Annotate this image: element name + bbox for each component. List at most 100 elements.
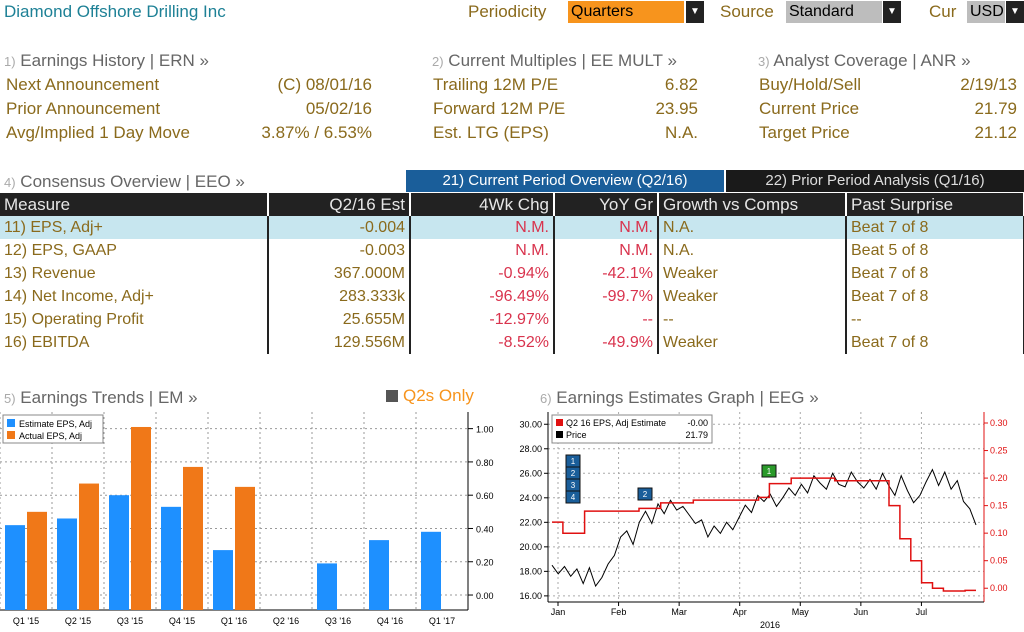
currency-dropdown-icon[interactable]: ▼: [1006, 1, 1024, 23]
current-price-value: 21.79: [974, 99, 1017, 118]
avg-implied-move-value: 3.87% / 6.53%: [261, 123, 372, 142]
event-marker-label: 1: [767, 467, 772, 476]
bar-estimate: [57, 518, 77, 610]
legend-swatch: [7, 431, 15, 439]
earnings-trends-header[interactable]: 5) Earnings Trends | EM »: [4, 388, 198, 408]
cell-4wk-change: N.M.: [410, 216, 555, 239]
y-tick-label-left: 26.00: [519, 468, 542, 478]
legend-label-estimate: Q2 16 EPS, Adj Estimate: [566, 418, 666, 428]
y-tick-label-left: 20.00: [519, 542, 542, 552]
y-tick-label-right: 0.10: [990, 528, 1008, 538]
x-tick-label: Jun: [854, 607, 869, 617]
section-number: 3): [758, 54, 770, 69]
consensus-table: Measure Q2/16 Est 4Wk Chg YoY Gr Growth …: [0, 193, 1024, 354]
bar-estimate: [421, 531, 441, 610]
x-tick-label: Q1 '17: [429, 616, 455, 626]
tab-current-period[interactable]: 21) Current Period Overview (Q2/16): [406, 170, 724, 192]
y-tick-label-left: 18.00: [519, 566, 542, 576]
cell-yoy-growth: -42.1%: [554, 262, 659, 285]
section-title: Analyst Coverage | ANR »: [773, 51, 971, 70]
column-header-measure[interactable]: Measure: [0, 193, 269, 216]
legend-value-estimate: -0.00: [687, 418, 708, 428]
cell-4wk-change: -0.94%: [410, 262, 555, 285]
cell-past-surprise: --: [846, 308, 1024, 331]
y-tick-label-right: 0.20: [990, 473, 1008, 483]
legend-value-price: 21.79: [685, 430, 708, 440]
y-tick-label-right: 0.15: [990, 501, 1008, 511]
y-tick-label: 0.00: [476, 591, 494, 601]
cell-estimate: 367.000M: [268, 262, 411, 285]
cell-4wk-change: N.M.: [410, 239, 555, 262]
q2s-only-checkbox[interactable]: [386, 390, 398, 402]
cell-yoy-growth: N.M.: [554, 239, 659, 262]
bar-estimate: [317, 563, 337, 610]
cell-measure: 13) Revenue: [0, 262, 269, 285]
bar-estimate: [161, 506, 181, 610]
cell-estimate: -0.003: [268, 239, 411, 262]
column-header-past-surprise[interactable]: Past Surprise: [846, 193, 1024, 216]
table-row[interactable]: 14) Net Income, Adj+ 283.333k -96.49% -99.7…: [0, 285, 1024, 308]
column-header-estimate[interactable]: Q2/16 Est: [268, 193, 411, 216]
x-tick-label: Q2 '15: [65, 616, 91, 626]
current-multiples-header[interactable]: 2) Current Multiples | EE MULT »: [432, 51, 677, 71]
table-row[interactable]: 16) EBITDA 129.556M -8.52% -49.9% Weaker Beat…: [0, 331, 1024, 354]
forward-pe-label: Forward 12M P/E: [433, 99, 566, 118]
table-row[interactable]: 11) EPS, Adj+ -0.004 N.M. N.M. N.A. Beat 7 of…: [0, 216, 1024, 239]
consensus-overview-header[interactable]: 4) Consensus Overview | EEO »: [4, 172, 245, 192]
legend-swatch-price: [556, 431, 563, 438]
analyst-coverage-header[interactable]: 3) Analyst Coverage | ANR »: [758, 51, 971, 71]
bar-estimate: [213, 550, 233, 610]
y-tick-label: 0.40: [476, 524, 494, 534]
plot-area: [548, 412, 984, 602]
event-marker-label: 2: [643, 490, 648, 499]
legend-label-price: Price: [566, 430, 587, 440]
event-marker-label: 2: [571, 469, 576, 478]
legend-box: [551, 414, 713, 444]
x-tick-label: Q1 '15: [13, 616, 39, 626]
periodicity-dropdown-icon[interactable]: ▼: [686, 1, 704, 23]
x-tick-label: Apr: [733, 607, 747, 617]
tab-prior-period[interactable]: 22) Prior Period Analysis (Q1/16): [726, 170, 1024, 192]
section-title: Consensus Overview | EEO »: [20, 172, 245, 191]
cell-estimate: -0.004: [268, 216, 411, 239]
q2s-only-label[interactable]: Q2s Only: [403, 386, 474, 405]
x-tick-label: Q1 '16: [221, 616, 247, 626]
column-header-4wk-change[interactable]: 4Wk Chg: [410, 193, 555, 216]
y-tick-label-right: 0.25: [990, 446, 1008, 456]
currency-label: Cur: [929, 2, 957, 21]
y-tick-label-left: 24.00: [519, 493, 542, 503]
prior-announcement-value: 05/02/16: [305, 99, 372, 118]
cell-growth-vs-comps: --: [658, 308, 847, 331]
x-tick-label: Q2 '16: [273, 616, 299, 626]
legend-swatch-estimate: [556, 419, 563, 426]
cell-measure: 12) EPS, GAAP: [0, 239, 269, 262]
y-tick-label: 1.00: [476, 425, 494, 435]
table-header-row: Measure Q2/16 Est 4Wk Chg YoY Gr Growth …: [0, 193, 1024, 216]
x-tick-label: Q4 '16: [377, 616, 403, 626]
earnings-history-header[interactable]: 1) Earnings History | ERN »: [4, 51, 209, 71]
periodicity-select[interactable]: Quarters: [568, 1, 684, 23]
price-line: [551, 468, 977, 588]
column-header-growth-vs-comps[interactable]: Growth vs Comps: [658, 193, 847, 216]
cell-yoy-growth: --: [554, 308, 659, 331]
source-select[interactable]: Standard: [786, 1, 882, 23]
earnings-estimates-graph-header[interactable]: 6) Earnings Estimates Graph | EEG »: [540, 388, 819, 408]
cell-growth-vs-comps: N.A.: [658, 216, 847, 239]
source-dropdown-icon[interactable]: ▼: [883, 1, 901, 23]
section-title: Earnings History | ERN »: [20, 51, 209, 70]
event-marker: [637, 487, 653, 501]
event-marker-label: 1: [571, 457, 576, 466]
section-number: 6): [540, 391, 552, 406]
bar-estimate: [5, 525, 25, 610]
cell-measure: 14) Net Income, Adj+: [0, 285, 269, 308]
column-header-yoy-growth[interactable]: YoY Gr: [554, 193, 659, 216]
x-tick-label: Q4 '15: [169, 616, 195, 626]
table-row[interactable]: 12) EPS, GAAP -0.003 N.M. N.M. N.A. Beat 5 of…: [0, 239, 1024, 262]
table-row[interactable]: 15) Operating Profit 25.655M -12.97% -- -- --: [0, 308, 1024, 331]
currency-select[interactable]: USD: [967, 1, 1005, 23]
table-row[interactable]: 13) Revenue 367.000M -0.94% -42.1% Weaker Bea…: [0, 262, 1024, 285]
cell-measure: 15) Operating Profit: [0, 308, 269, 331]
source-label: Source: [720, 2, 774, 21]
cell-growth-vs-comps: Weaker: [658, 331, 847, 354]
target-price-label: Target Price: [759, 123, 850, 142]
